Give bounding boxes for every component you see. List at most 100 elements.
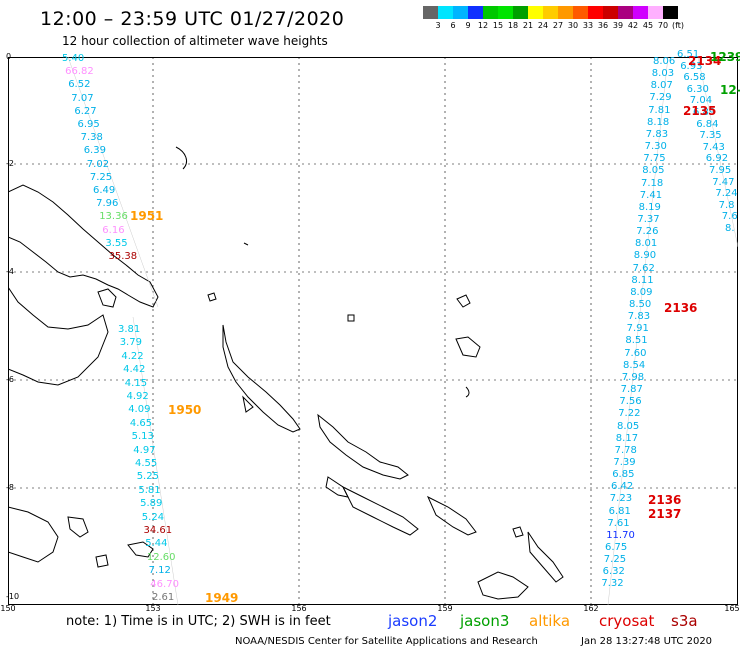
pass-time-label: 2134	[688, 54, 722, 68]
y-axis-tick-label: -2	[6, 159, 14, 168]
wave-height-value: 4.97	[133, 444, 156, 456]
wave-height-value: 8.11	[631, 274, 654, 286]
wave-height-value: 4.22	[121, 350, 144, 362]
legend-note: note: 1) Time is in UTC; 2) SWH is in fe…	[66, 614, 331, 629]
wave-height-value: 4.09	[128, 404, 151, 416]
wave-height-value: 7.02	[86, 158, 110, 170]
map-title: 12:00 – 23:59 UTC 01/27/2020	[40, 8, 345, 30]
color-scale-tick: 9	[465, 21, 471, 30]
pass-time-label: 12-	[720, 83, 740, 97]
wave-height-value: 7.47	[712, 176, 735, 188]
y-axis-tick-label: -4	[6, 267, 14, 276]
wave-height-value: 6.58	[683, 72, 706, 84]
wave-height-value: 4.55	[135, 458, 158, 469]
wave-height-value: 6.95	[77, 119, 100, 130]
wave-height-value: 5.89	[140, 498, 163, 510]
wave-height-value: 8.09	[630, 286, 653, 298]
wave-height-value: 5.24	[141, 511, 165, 523]
wave-height-value: 8.90	[633, 250, 657, 262]
wave-height-value: 66.82	[65, 66, 94, 78]
color-swatch	[528, 6, 543, 19]
wave-height-value: 5.81	[138, 484, 161, 496]
wave-height-value: 8.07	[650, 80, 673, 92]
wave-height-value: 7.18	[641, 177, 664, 189]
wave-height-value: 7.24	[715, 188, 738, 200]
wave-height-value: 7.26	[636, 226, 659, 238]
y-axis-tick-label: 0	[6, 52, 12, 61]
wave-height-value: 13.36	[99, 211, 128, 223]
pass-time-label: 1949	[205, 591, 239, 605]
wave-height-value: 7.07	[71, 92, 94, 104]
wave-height-value: 5.40	[62, 53, 85, 64]
color-swatch	[483, 6, 498, 19]
wave-height-value: 7.60	[624, 347, 647, 359]
color-scale-tick: 39	[612, 21, 624, 30]
wave-height-value: 7.30	[644, 141, 667, 153]
wave-height-value: 7.91	[626, 323, 649, 335]
wave-height-value: 6.30	[686, 83, 709, 95]
wave-height-value: 3.79	[119, 337, 142, 349]
color-scale-tick: 18	[507, 21, 519, 30]
color-scale-tick: 42	[627, 21, 639, 30]
wave-height-value: 4.92	[126, 391, 149, 402]
wave-height-value: 7.81	[648, 104, 671, 116]
color-scale-tick: 21	[522, 21, 534, 30]
wave-height-value: 8.	[725, 223, 735, 234]
pass-time-label: 2136	[648, 493, 682, 507]
wave-height-value: 3.81	[118, 324, 141, 335]
x-axis-tick-label: 159	[437, 604, 453, 613]
color-swatch	[603, 6, 618, 19]
wave-height-value: 7.35	[699, 130, 722, 142]
wave-height-value: 8.17	[615, 432, 639, 444]
map-area	[8, 57, 738, 605]
wave-height-value: 7.12	[148, 565, 171, 577]
wave-height-value: 6.93	[680, 60, 703, 72]
footer-credit: NOAA/NESDIS Center for Satellite Applica…	[235, 636, 538, 647]
wave-height-value: 7.8	[718, 199, 735, 211]
y-axis-tick-label: -8	[6, 483, 14, 492]
color-swatch	[618, 6, 633, 19]
wave-height-value: 7.75	[643, 153, 666, 165]
wave-height-value: 6.51	[677, 49, 700, 60]
wave-height-value: 8.50	[629, 299, 652, 310]
wave-height-value: 7.39	[613, 456, 636, 468]
color-scale-tick: 45	[642, 21, 654, 30]
wave-height-value: 7.6	[721, 211, 738, 223]
x-axis-tick-label: 156	[291, 604, 307, 613]
wave-height-value: 4.42	[123, 364, 146, 376]
wave-height-value: 5.13	[131, 431, 154, 443]
wave-height-value: 8.03	[651, 68, 675, 80]
coastlines	[8, 146, 564, 600]
wave-height-value: 3.55	[105, 237, 128, 249]
x-axis-tick-label: 150	[0, 604, 16, 613]
color-swatch	[663, 6, 678, 19]
wave-height-value: 7.43	[702, 141, 725, 153]
wave-height-value: 6.81	[608, 505, 631, 517]
wave-height-value: 7.95	[709, 165, 732, 176]
wave-height-value: 8.05	[617, 420, 640, 432]
wave-height-value: 7.38	[80, 132, 103, 144]
wave-height-value: 7.04	[689, 95, 713, 107]
color-swatch	[498, 6, 513, 19]
pass-time-label: 2137	[648, 507, 682, 521]
color-swatch	[573, 6, 588, 19]
wave-height-value: 7.78	[614, 444, 637, 456]
wave-height-value: 6.32	[602, 566, 625, 578]
wave-height-value: 8.05	[642, 165, 665, 177]
x-axis-tick-label: 165	[724, 604, 740, 613]
x-axis-tick-label: 162	[583, 604, 599, 613]
x-axis-tick-label: 153	[145, 604, 161, 613]
wave-height-value: 7.41	[639, 189, 663, 201]
pass-time-label: 2136	[664, 301, 698, 315]
wave-height-value: 7.32	[601, 578, 624, 590]
wave-height-value: 7.96	[96, 198, 119, 210]
footer-timestamp: Jan 28 13:27:48 UTC 2020	[581, 636, 713, 647]
wave-height-value: 7.37	[637, 213, 660, 225]
wave-height-value: 5.25	[136, 471, 159, 483]
color-swatch	[438, 6, 453, 19]
color-scale-tick: 70	[657, 21, 669, 30]
wave-height-value: 8.19	[638, 201, 661, 213]
wave-height-value: 6.27	[74, 105, 97, 117]
wave-height-value: 12.60	[146, 551, 176, 563]
satellite-legend-jason2: jason2	[388, 612, 438, 630]
